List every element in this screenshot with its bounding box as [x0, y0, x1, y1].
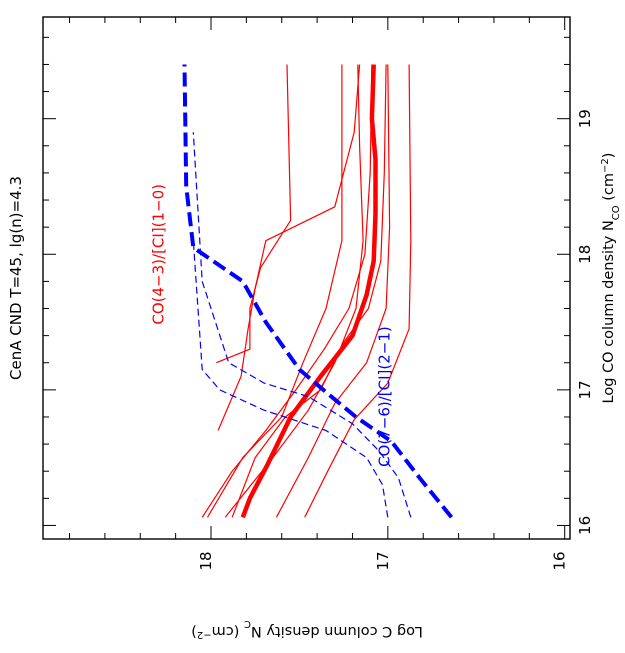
x-tick-label: 17	[576, 380, 594, 399]
series-line-12	[192, 240, 389, 518]
series-line-10	[182, 64, 454, 519]
x-tick-label: 16	[576, 516, 594, 535]
tick-labels: 16 17 18 19 16 17 18	[197, 109, 594, 570]
series-line-3	[240, 64, 378, 519]
series-line-8	[217, 64, 361, 431]
series-line-1	[304, 64, 412, 518]
plot-lines	[182, 64, 454, 519]
series-line-6	[231, 64, 387, 518]
chart-title: CenA CND T=45, lg(n)=4.3	[7, 176, 25, 380]
series-line-2	[275, 64, 391, 518]
x-tick-label: 19	[576, 109, 594, 128]
y-tick-label: 16	[551, 551, 569, 570]
y-tick-label: 17	[374, 551, 392, 570]
annotation-2: CO(7−6)/[CI](2−1)	[376, 326, 394, 467]
plot-frame	[42, 16, 571, 540]
y-tick-label: 18	[197, 551, 215, 570]
annotation-1: CO(4−3)/[CI](1−0)	[149, 184, 167, 325]
tick-marks	[43, 17, 570, 539]
series-line-7	[201, 64, 373, 518]
y-axis-label: Log C column density NC (cm−2)	[191, 619, 423, 641]
series-line-11	[192, 132, 412, 518]
series-line-9	[216, 64, 292, 364]
annotations: CO(4−3)/[CI](1−0) CO(7−6)/[CI](2−1)	[149, 184, 393, 467]
series-line-4	[224, 64, 364, 518]
x-axis-label: Log CO column density NCO (cm−2)	[600, 153, 622, 404]
x-tick-label: 18	[576, 245, 594, 264]
